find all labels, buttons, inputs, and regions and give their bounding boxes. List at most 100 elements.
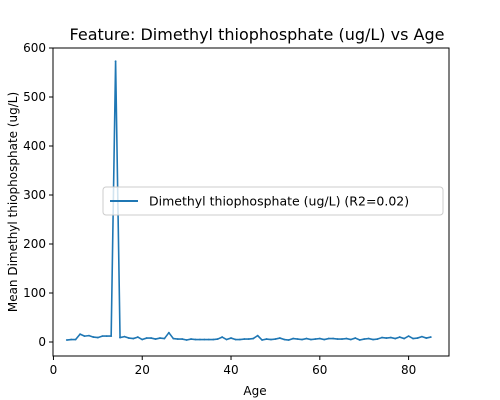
data-point [363,338,366,340]
data-point [310,338,312,341]
data-point [101,335,104,338]
data-point [136,336,139,338]
data-point [367,337,370,340]
y-tick-label: 200 [23,237,46,251]
data-point [203,338,206,341]
x-tick-label: 0 [50,363,58,377]
data-point [407,335,410,338]
data-point [270,338,272,341]
data-point [252,337,255,340]
x-axis-label: Age [243,384,266,398]
data-point [305,337,308,340]
data-point [74,338,77,341]
data-point [119,336,121,339]
data-point [114,60,117,63]
data-point [398,336,401,338]
data-point [265,338,268,340]
data-point [225,338,228,341]
y-tick-label: 100 [23,286,46,300]
x-tick-label: 20 [135,363,150,377]
data-point [261,339,263,341]
data-point [88,334,90,337]
data-point [79,333,81,336]
data-point [65,339,68,341]
y-tick-label: 300 [23,188,46,202]
data-point [412,337,414,340]
data-point [199,338,201,341]
data-point [256,334,259,337]
data-point [230,337,232,339]
data-point [159,337,161,339]
y-tick-label: 500 [23,90,46,104]
data-point [385,337,388,339]
data-point [341,338,343,340]
data-point [323,338,326,341]
data-point [416,337,419,339]
data-point [425,337,428,339]
y-tick-label: 600 [23,41,46,55]
data-point [110,335,113,338]
data-point [332,337,335,340]
data-point [92,336,95,338]
data-point [70,338,73,341]
data-point [301,338,303,341]
data-point [128,337,130,339]
data-point [389,336,392,339]
data-point [83,335,86,338]
data-point [172,337,175,340]
data-point [283,338,286,341]
data-point [292,337,295,340]
data-point [207,338,210,341]
data-point [141,338,144,341]
data-point [403,337,406,340]
data-point [221,336,224,338]
data-point [185,339,188,341]
data-point [234,338,237,341]
data-point [314,338,317,340]
chart-title: Feature: Dimethyl thiophosphate (ug/L) v… [70,25,445,44]
legend-label: Dimethyl thiophosphate (ug/L) (R2=0.02) [149,194,409,209]
data-point [181,338,184,340]
data-point [278,337,281,339]
data-point [247,338,250,340]
data-point [421,335,423,338]
data-point [394,337,397,340]
data-point [167,331,170,334]
plot-frame [52,47,450,357]
y-axis-label: Mean Dimethyl thiophosphate (ug/L) [6,92,20,312]
data-point [327,337,330,340]
y-tick-label: 400 [23,139,46,153]
data-point [287,339,290,341]
data-point [145,337,148,339]
data-point [216,338,219,340]
data-point [163,337,166,340]
data-point [243,338,246,340]
data-point [296,338,299,340]
x-tick-label: 80 [401,363,416,377]
data-point [176,338,179,340]
x-tick-label: 40 [223,363,238,377]
legend: Dimethyl thiophosphate (ug/L) (R2=0.02) [102,186,444,216]
y-tick-label: 0 [38,335,46,349]
data-point [372,338,374,341]
data-point [358,339,361,341]
data-point [154,338,157,340]
data-point [354,337,357,339]
data-point [429,336,432,338]
data-point [194,338,197,341]
data-point [190,338,192,340]
plot-area: 0 20 40 60 80 0 100 200 300 400 500 600 [23,41,432,377]
legend-box [102,186,444,216]
data-point [336,338,339,340]
data-point [274,338,277,340]
x-tick-label: 60 [312,363,327,377]
data-point [239,338,241,341]
data-point [381,336,383,339]
data-point [212,338,215,341]
data-point [96,336,99,339]
data-point [105,335,108,338]
data-point [345,337,348,340]
data-point [123,335,126,338]
data-point [318,337,321,340]
